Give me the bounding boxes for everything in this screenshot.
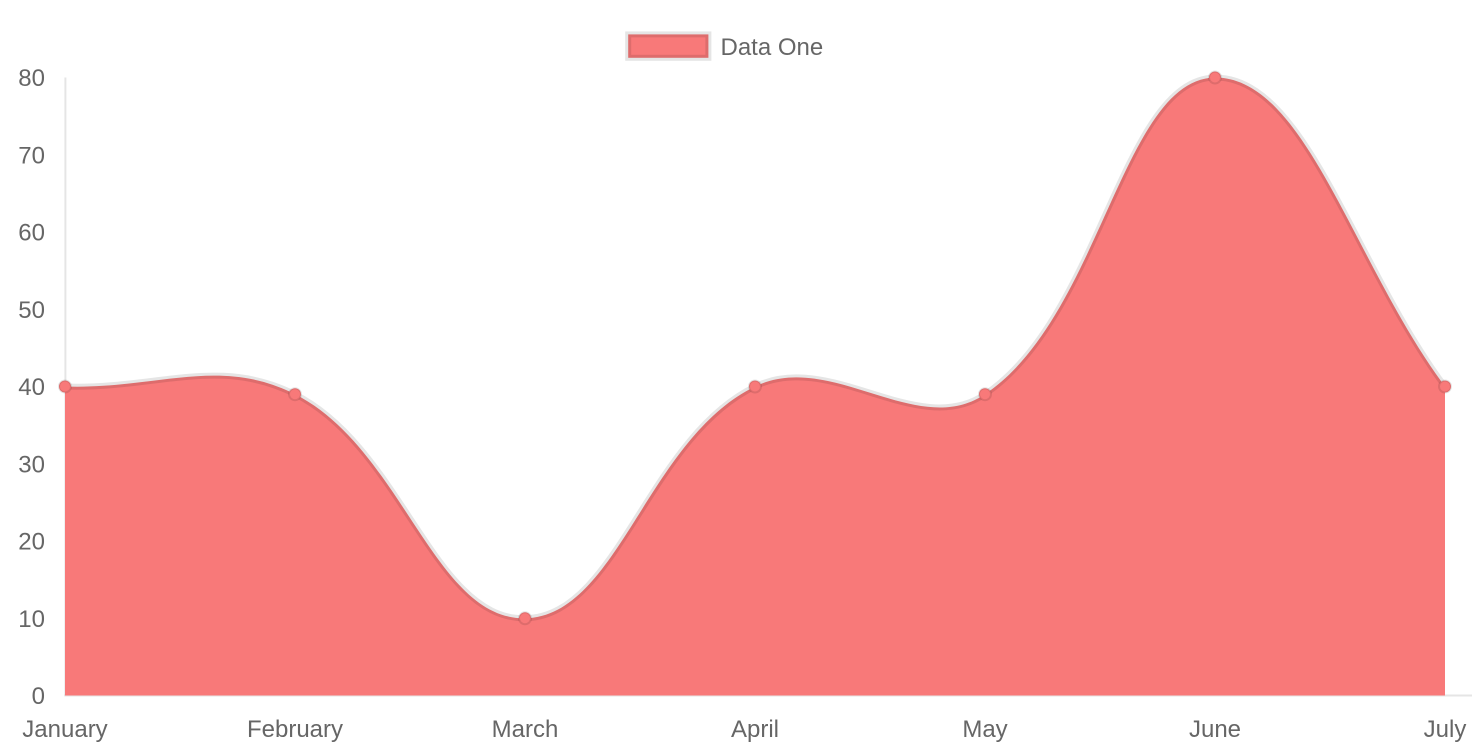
svg-text:30: 30: [18, 451, 45, 478]
svg-text:January: January: [22, 716, 107, 743]
svg-text:June: June: [1189, 716, 1241, 743]
svg-text:April: April: [731, 716, 779, 743]
svg-text:March: March: [492, 716, 559, 743]
svg-text:February: February: [247, 716, 343, 743]
svg-text:May: May: [962, 716, 1007, 743]
svg-text:40: 40: [18, 374, 45, 401]
svg-text:0: 0: [32, 683, 45, 710]
svg-text:20: 20: [18, 529, 45, 556]
svg-text:70: 70: [18, 142, 45, 169]
svg-text:50: 50: [18, 297, 45, 324]
svg-text:60: 60: [18, 220, 45, 247]
svg-text:July: July: [1424, 716, 1467, 743]
svg-text:Data One: Data One: [721, 34, 824, 61]
svg-text:80: 80: [18, 65, 45, 92]
svg-text:10: 10: [18, 606, 45, 633]
